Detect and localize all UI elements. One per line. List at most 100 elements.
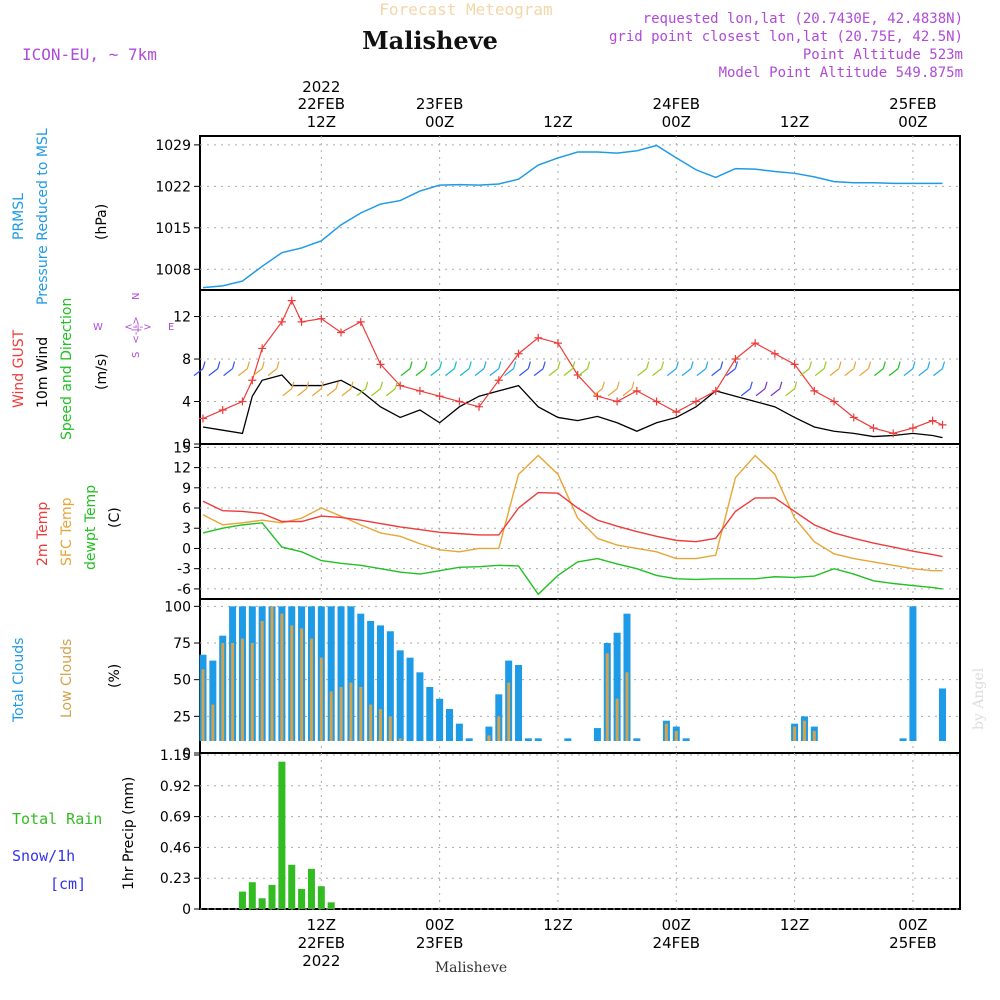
wind-barb	[844, 361, 857, 377]
wind-gust-marker	[475, 402, 484, 411]
wind-barb-shaft	[873, 368, 884, 377]
rain-bar	[307, 868, 315, 909]
wind-gust-marker	[830, 397, 839, 406]
precip-y-tick-label: 0.92	[160, 779, 191, 795]
wind-barb-shaft	[282, 388, 293, 397]
total-cloud-bar	[524, 738, 532, 741]
wind-barb-shaft	[519, 368, 529, 377]
wind-gust-marker	[396, 381, 405, 390]
wind-barb-feather	[276, 361, 280, 369]
wind-barb-shaft	[385, 388, 396, 397]
wind-barb-shaft	[800, 368, 810, 377]
pressure-y-tick-label: 1022	[155, 179, 191, 195]
wind-gust-marker	[356, 317, 365, 326]
wind-gust-marker	[218, 406, 227, 415]
wind-barb-feather	[660, 361, 665, 369]
precip-panel-frame	[199, 752, 961, 910]
wind-barb-feather	[409, 361, 413, 369]
wind-barb-shaft	[504, 368, 514, 377]
low-cloud-bar	[290, 625, 294, 741]
wind-barb-feather	[572, 361, 576, 369]
wind-barb-feather	[261, 361, 265, 369]
wind-barb-shaft	[740, 388, 751, 397]
wind-barb-shaft	[888, 368, 899, 377]
wind-barb-shaft	[681, 368, 692, 377]
precip-panel-labels: Total Rain Snow/1h [cm] 1hr Precip (mm)	[12, 777, 137, 893]
top-axis-date-label: 23FEB	[416, 95, 463, 113]
wind-barb	[415, 361, 428, 377]
clouds-y-tick-label: 0	[182, 746, 191, 762]
low-cloud-bar	[300, 628, 304, 741]
top-axis-date-label: 24FEB	[653, 95, 700, 113]
rain-bar	[317, 886, 325, 909]
total-cloud-bar	[455, 723, 463, 741]
wind-gust-marker	[849, 413, 858, 422]
temperature-y-tick-label: 6	[182, 501, 191, 517]
total-cloud-bar	[593, 728, 601, 741]
wind-barb	[726, 361, 739, 377]
wind-barb-feather	[675, 361, 679, 369]
temp2m-label: 2m Temp	[35, 502, 51, 566]
total-cloud-bar	[367, 621, 375, 741]
low-cloud-bar	[319, 657, 323, 741]
top-axis-hour-label: 12Z	[543, 113, 572, 131]
wind-barb	[933, 361, 946, 377]
total-cloud-bar	[465, 738, 473, 741]
wind-gust-marker	[494, 376, 503, 385]
wind-barb-feather	[734, 361, 739, 369]
clouds-y-tick-label: 75	[173, 636, 191, 652]
bottom-axis-date-label: 23FEB	[416, 934, 463, 952]
wind-barb-shaft	[371, 388, 381, 397]
pressure-panel: 1008 1015 1022 1029	[155, 135, 961, 291]
precip-y-tick-label: 0.46	[160, 840, 191, 856]
wind-barb	[903, 361, 916, 377]
bottom-axis-date-label: 25FEB	[889, 934, 936, 952]
rain-bar	[268, 884, 276, 909]
top-axis-hour-label: 12Z	[780, 113, 809, 131]
wind-barb-shaft	[430, 368, 441, 377]
temperature-panel-labels: 2m Temp SFC Temp dewpt Temp (C)	[35, 485, 123, 570]
wind-barb-feather	[838, 361, 842, 369]
wind-barb-shaft	[637, 368, 648, 377]
wind-barb	[474, 361, 487, 377]
wind-barb-feather	[394, 381, 398, 389]
total-cloud-bar	[327, 606, 335, 741]
total-cloud-bar	[357, 613, 365, 741]
total-cloud-bar	[564, 738, 572, 741]
total-cloud-bar	[426, 687, 434, 741]
wind-barb-shaft	[238, 368, 248, 377]
pressure-y-tick-label: 1029	[155, 138, 191, 154]
total-cloud-bar	[396, 650, 404, 741]
wind-barb	[652, 361, 665, 377]
total-cloud-bar	[386, 631, 394, 741]
wind-barb	[607, 381, 620, 397]
wind-barb	[533, 361, 546, 377]
wind-barb-feather	[794, 381, 798, 389]
wind-barb-feather	[527, 361, 531, 369]
low-cloud-bar	[339, 687, 343, 741]
wind-barb-feather	[305, 381, 310, 389]
wind-barb	[814, 361, 827, 377]
wind-gust-marker	[790, 360, 799, 369]
wind-barb	[563, 361, 576, 377]
wind-barb	[785, 381, 798, 397]
low-clouds-label: Low Clouds	[59, 639, 75, 718]
low-cloud-bar	[240, 638, 244, 741]
total-cloud-bar	[406, 657, 414, 741]
requested-lonlat: requested lon,lat (20.7430E, 42.4838N)	[643, 11, 963, 27]
wind-barb-feather	[601, 381, 605, 389]
low-cloud-bar	[221, 643, 225, 741]
wind-gust-marker	[534, 333, 543, 342]
bottom-axis-date-label: 22FEB	[298, 934, 345, 952]
wind-gust-marker	[632, 386, 641, 395]
wind-barb-shaft	[578, 368, 588, 377]
wind-barb	[341, 381, 354, 397]
wind-y-tick-label: 0	[182, 437, 191, 453]
wind-barb	[297, 381, 310, 397]
footer-location: Malisheve	[435, 960, 507, 976]
wind-barb-feather	[720, 361, 724, 369]
wind-barb-feather	[217, 361, 221, 369]
clouds-panel-frame	[199, 598, 961, 754]
rain-bar	[238, 891, 246, 909]
